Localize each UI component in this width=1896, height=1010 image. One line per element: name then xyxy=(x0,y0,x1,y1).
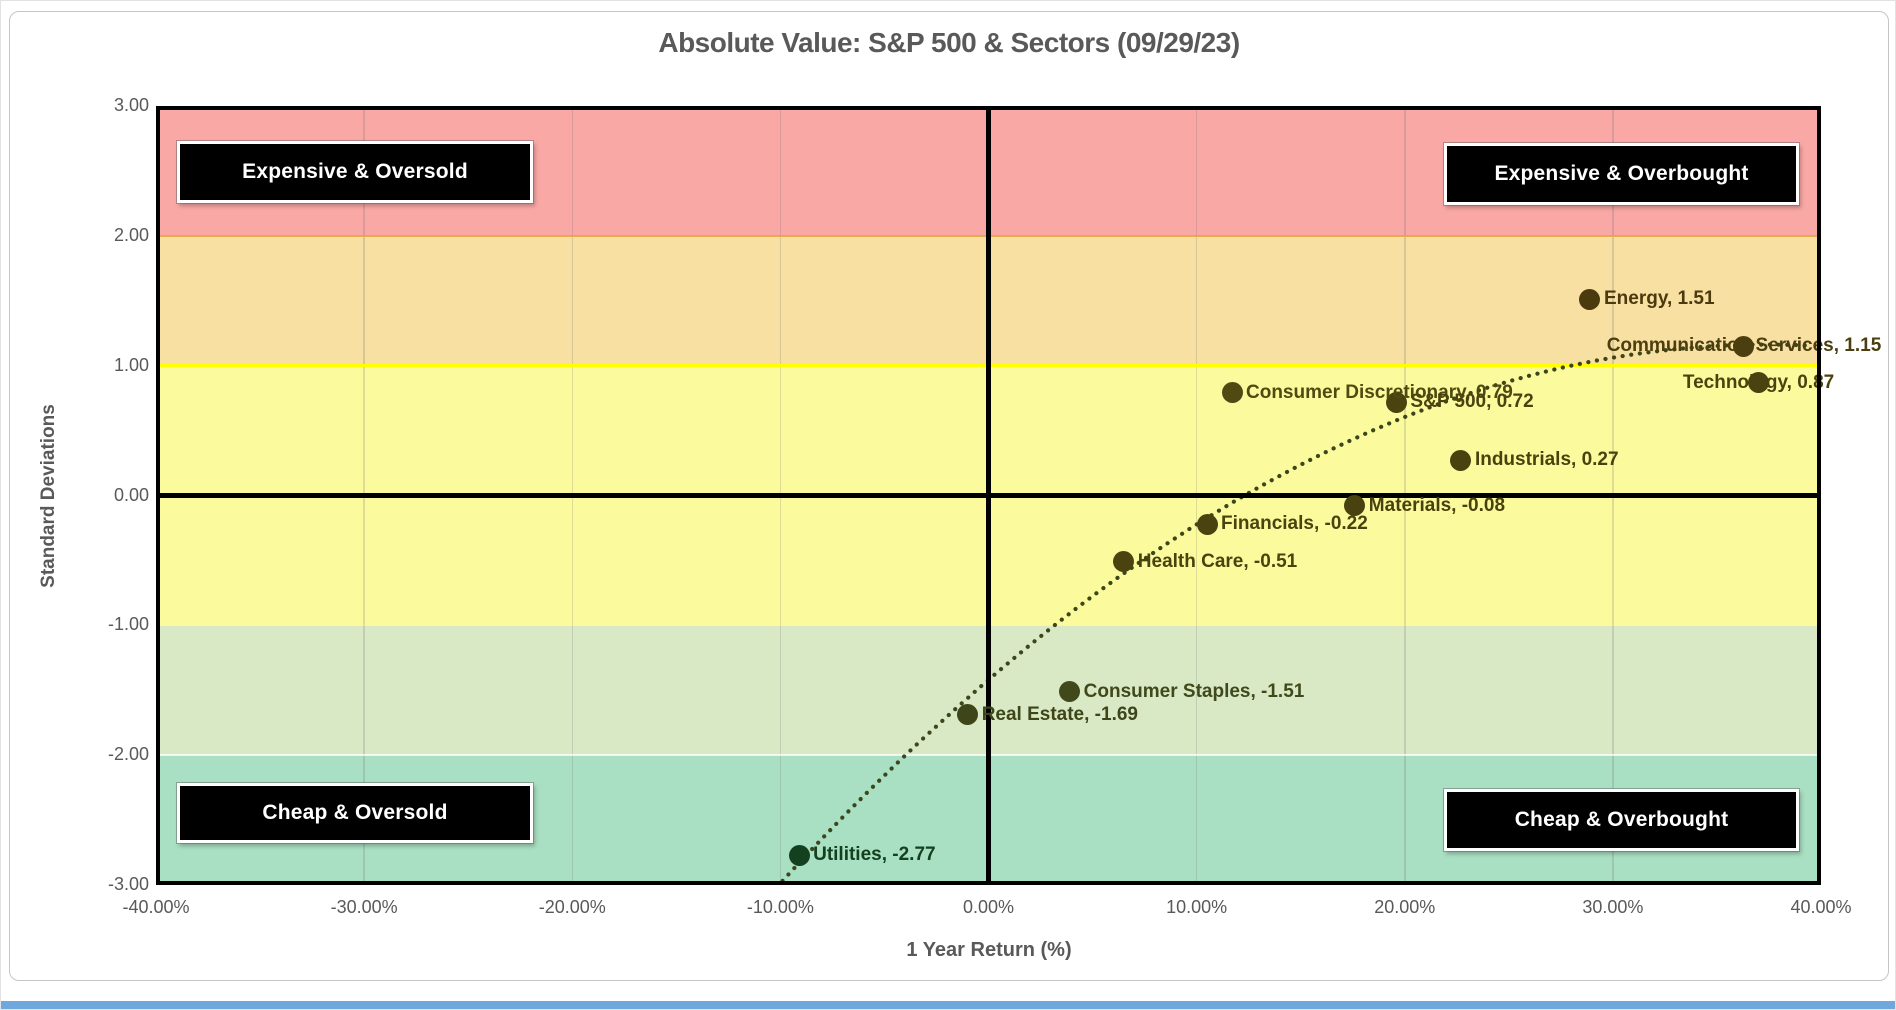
data-point-health-care xyxy=(1113,551,1135,573)
x-axis-title: 1 Year Return (%) xyxy=(906,939,1072,961)
x-tick-label: -20.00% xyxy=(538,897,606,917)
bottom-accent-strip xyxy=(1,1001,1895,1009)
data-point-energy xyxy=(1579,288,1601,310)
plot-area: Energy, 1.51 Communication Services, 1.15… xyxy=(156,106,1881,885)
x-tick-label: 30.00% xyxy=(1582,897,1644,917)
y-tick-label: 3.00 xyxy=(113,95,149,115)
x-tick-label: 20.00% xyxy=(1374,897,1436,917)
data-point-s-p-500 xyxy=(1385,391,1407,413)
data-point-industrials xyxy=(1450,449,1472,471)
y-tick-label: -1.00 xyxy=(107,614,149,635)
data-point-communication-services xyxy=(1733,335,1755,357)
data-label-utilities: Utilities, -2.77 xyxy=(813,844,936,866)
y-tick-label: -3.00 xyxy=(107,874,149,894)
data-point-technology xyxy=(1748,372,1770,394)
quadrant-label-top-right: Expensive & Overbought xyxy=(1443,142,1800,206)
x-tick-label: 40.00% xyxy=(1790,897,1852,917)
data-point-consumer-staples xyxy=(1059,681,1081,703)
data-label-health-care: Health Care, -0.51 xyxy=(1137,550,1298,572)
quadrant-label-bottom-left: Cheap & Oversold xyxy=(176,782,534,844)
data-label-consumer-discretionary: Consumer Discretionary, 0.79 xyxy=(1246,381,1513,403)
y-tick-label: -2.00 xyxy=(107,744,149,765)
trendline-curve xyxy=(780,342,1815,884)
data-label-technology: Technology, 0.87 xyxy=(1682,371,1835,393)
x-tick-label: -10.00% xyxy=(746,897,814,917)
data-label-industrials: Industrials, 0.27 xyxy=(1474,449,1619,471)
data-label-communication-services: Communication Services, 1.15 xyxy=(1606,335,1882,357)
trendline-path xyxy=(780,342,1815,884)
y-tick-label: 1.00 xyxy=(113,354,149,375)
y-tick-label: 0.00 xyxy=(113,484,149,505)
data-label-materials: Materials, -0.08 xyxy=(1368,494,1506,516)
data-point-utilities xyxy=(788,844,810,866)
data-label-s-p-500: S&P 500, 0.72 xyxy=(1410,391,1534,413)
data-point-real-estate xyxy=(957,704,979,726)
quadrant-label-bottom-right: Cheap & Overbought xyxy=(1443,788,1800,852)
y-tick-label: 2.00 xyxy=(113,224,149,245)
data-label-financials: Financials, -0.22 xyxy=(1221,513,1368,535)
y-zero-axis-line xyxy=(156,493,1821,498)
data-point-consumer-discretionary xyxy=(1221,382,1243,404)
data-label-energy: Energy, 1.51 xyxy=(1603,288,1715,310)
data-point-financials xyxy=(1196,513,1218,535)
x-tick-label: -40.00% xyxy=(122,897,190,917)
x-tick-label: 0.00% xyxy=(962,897,1015,917)
data-label-real-estate: Real Estate, -1.69 xyxy=(981,703,1138,725)
chart-title: Absolute Value: S&P 500 & Sectors (09/29… xyxy=(658,27,1240,58)
data-label-consumer-staples: Consumer Staples, -1.51 xyxy=(1083,680,1305,702)
quadrant-label-top-left: Expensive & Oversold xyxy=(176,140,534,204)
x-tick-label: 10.00% xyxy=(1166,897,1228,917)
data-point-materials xyxy=(1344,495,1366,517)
x-tick-label: -30.00% xyxy=(330,897,398,917)
